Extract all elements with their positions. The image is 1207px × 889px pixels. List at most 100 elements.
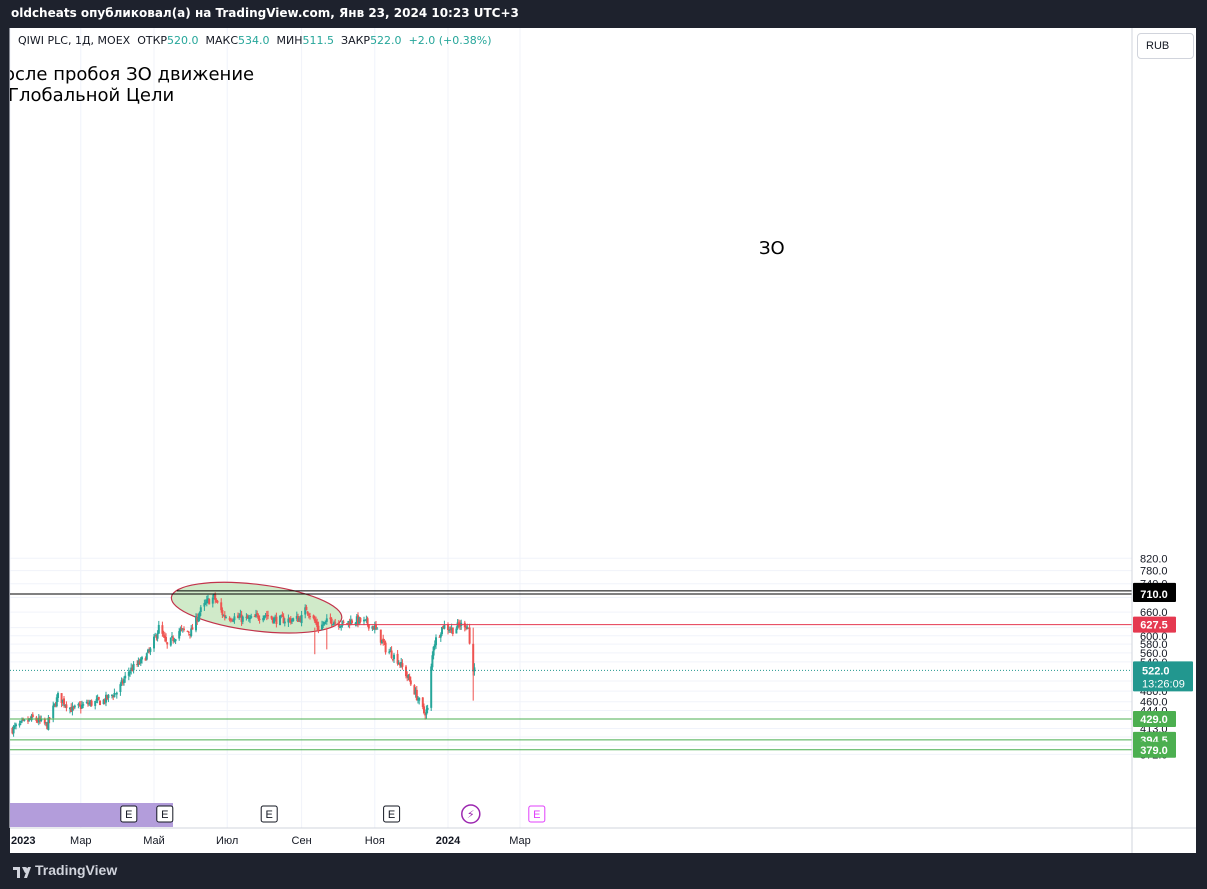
candle-body (295, 616, 298, 619)
candle-body (438, 636, 441, 638)
candle-body (144, 658, 147, 661)
bottom-bar (0, 853, 1207, 889)
candle-body (324, 620, 327, 622)
earnings-marker-label: E (125, 809, 132, 821)
candle-body (174, 639, 177, 642)
change-value: +2.0 (+0.38%) (408, 34, 492, 47)
candle-body (384, 642, 387, 653)
candle-body (257, 615, 260, 620)
candle-body (367, 624, 370, 629)
candle-body (441, 627, 443, 635)
candle-body (283, 621, 286, 624)
symbol-legend: QIWI PLC, 1Д, MOEX ОТКР520.0 МАКС534.0 М… (18, 34, 492, 47)
candle-body (47, 717, 50, 730)
chart-frame[interactable] (10, 28, 1196, 853)
candle-body (246, 615, 249, 619)
candle-body (27, 720, 29, 722)
candle-body (306, 611, 309, 614)
zone-label[interactable]: ЗО (759, 238, 785, 259)
candle-body (95, 699, 98, 701)
price-tick-label: 600.0 (1140, 631, 1168, 643)
candle-body (401, 663, 404, 667)
close-value: 522.0 (370, 34, 402, 47)
candle-body (105, 694, 107, 703)
candle-body (349, 619, 352, 626)
level-price-label: 627.5 (1140, 620, 1168, 632)
time-tick-label: Сен (292, 835, 312, 847)
candle-body (169, 637, 172, 646)
candle-body (106, 694, 109, 700)
candle-body (124, 675, 127, 679)
candle-body (190, 628, 193, 636)
candle-body (357, 615, 359, 624)
candle-body (196, 616, 199, 622)
candle-body (155, 635, 158, 638)
candle-body (415, 689, 418, 701)
candle-body (180, 628, 183, 630)
candle-body (405, 666, 407, 677)
candle-body (455, 628, 458, 634)
text-annotation[interactable]: осле пробоя ЗО движение Глобальной Цели (10, 64, 410, 106)
candle-body (107, 694, 110, 698)
candle-body (221, 609, 224, 616)
candle-body (304, 607, 307, 615)
candle-body (205, 599, 208, 604)
candle-body (467, 627, 470, 629)
low-value: 511.5 (302, 34, 335, 47)
candle-body (323, 622, 326, 625)
candle-body (114, 693, 117, 695)
candle-body (280, 615, 283, 617)
candle-body (189, 633, 191, 635)
candle-body (81, 704, 83, 709)
time-tick-label: 2024 (436, 835, 461, 847)
candle-body (425, 709, 428, 715)
candle-body (131, 668, 134, 671)
candle-body (36, 720, 39, 723)
candle-body (137, 660, 140, 665)
candle-body (23, 719, 26, 721)
candle-body (473, 667, 476, 672)
candle-body (138, 661, 141, 664)
earnings-marker-label: E (388, 809, 395, 821)
current-price-label-box (1133, 661, 1193, 692)
candle-body (275, 616, 278, 625)
price-tick-label: 460.0 (1140, 697, 1168, 709)
candle-body (448, 630, 451, 632)
candle-body (213, 594, 215, 597)
candle-body (171, 636, 173, 638)
candle-body (418, 697, 421, 701)
candle-body (279, 615, 281, 626)
candle-body (77, 704, 80, 706)
candle-body (57, 693, 59, 699)
candle-body (298, 618, 301, 622)
candle-body (447, 624, 449, 630)
candle-body (339, 626, 341, 628)
symbol-name[interactable]: QIWI PLC, 1Д, MOEX (18, 34, 131, 47)
candle-body (99, 700, 101, 706)
candle-body (330, 618, 333, 625)
candle-body (198, 612, 201, 618)
candle-body (388, 651, 391, 653)
close-label: ЗАКР (341, 34, 371, 47)
currency-button[interactable]: RUB (1137, 33, 1194, 59)
earnings-marker-label: E (161, 809, 168, 821)
tradingview-logo[interactable]: TradingView (13, 862, 117, 878)
price-tick-label: 580.0 (1140, 639, 1168, 651)
candle-body (408, 676, 411, 681)
candle-body (228, 618, 231, 620)
candle-body (231, 619, 233, 621)
candle-body (129, 671, 131, 673)
candle-body (373, 625, 376, 630)
candle-body (102, 699, 105, 704)
candle-body (253, 616, 256, 618)
candle-body (216, 601, 219, 603)
candle-body (96, 697, 99, 701)
candle-body (72, 706, 75, 708)
candle-body (443, 624, 446, 629)
candle-body (265, 614, 268, 616)
tradingview-brand: TradingView (35, 862, 118, 878)
candle-body (426, 707, 429, 710)
candle-body (341, 621, 344, 626)
candle-body (204, 602, 207, 604)
